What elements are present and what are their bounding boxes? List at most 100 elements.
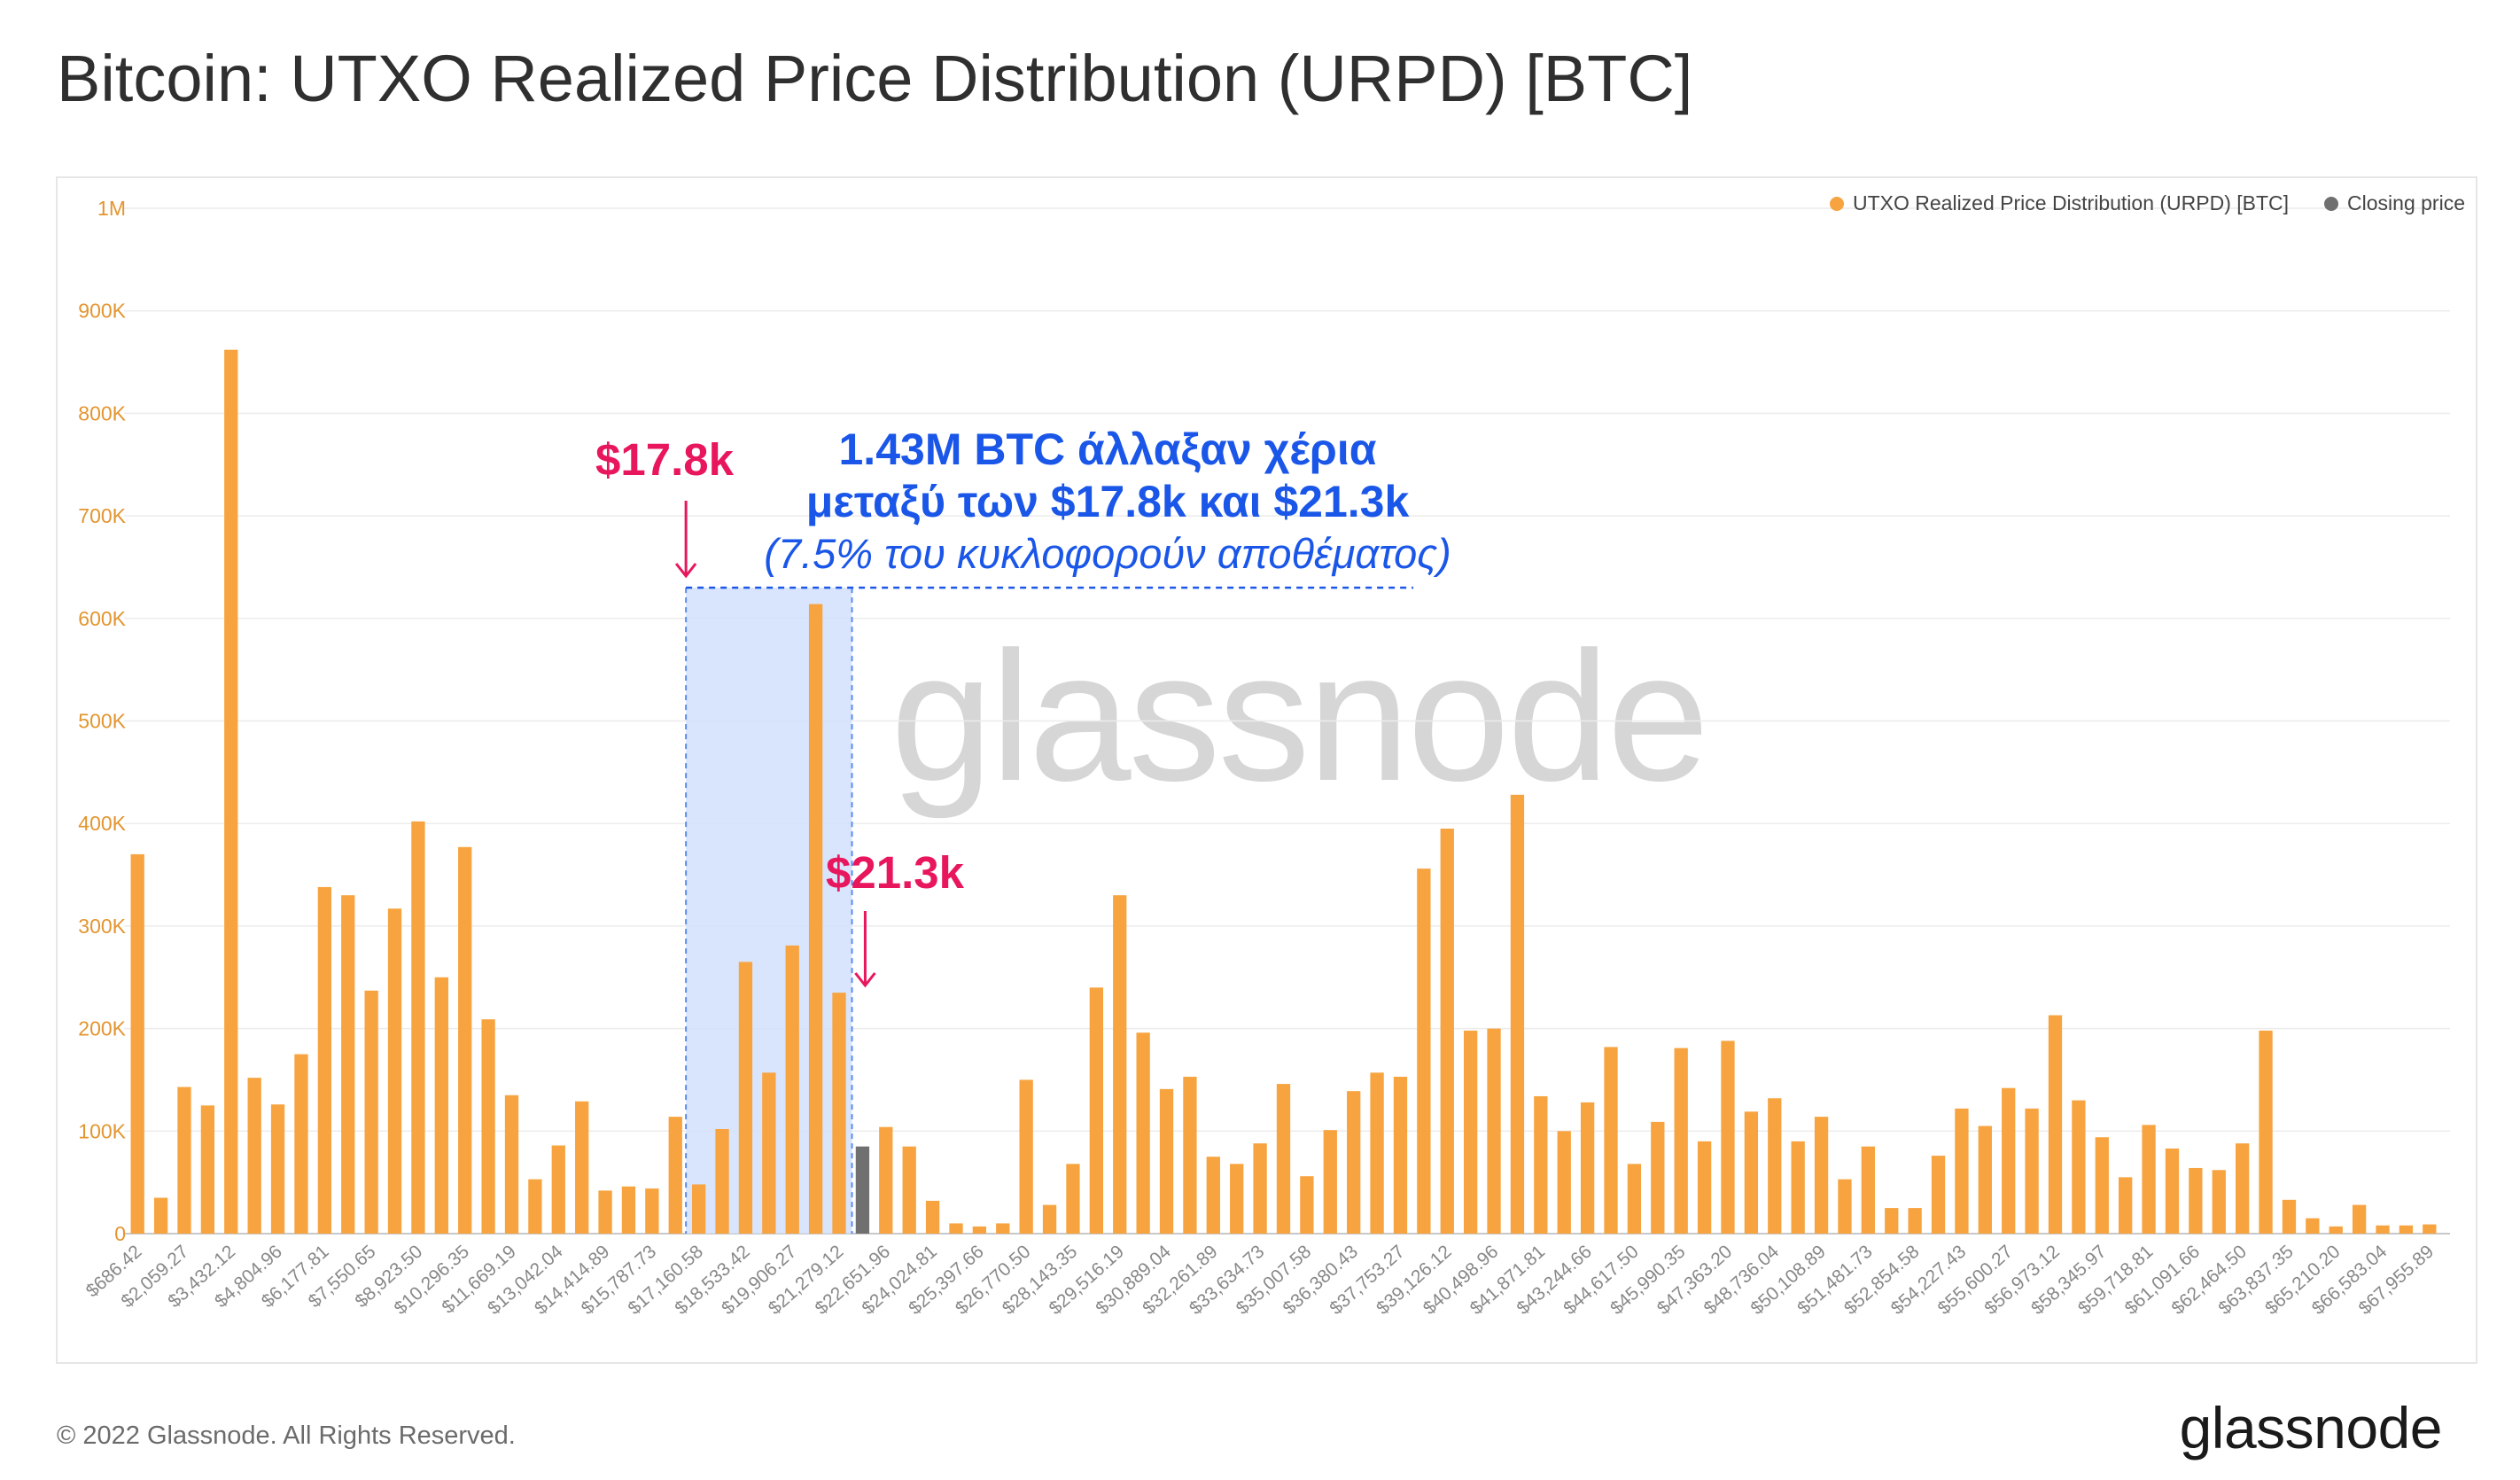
arrow-head (854, 972, 876, 988)
urpd-bar (996, 1223, 1010, 1234)
urpd-bar (153, 1197, 168, 1234)
arrow-high-price (854, 911, 876, 988)
watermark: glassnode (891, 614, 1709, 820)
annotation-line-1: 1.43M BTC άλλαξαν χέρια (838, 425, 1377, 474)
urpd-bar (1042, 1204, 1057, 1234)
urpd-bar (785, 945, 799, 1234)
urpd-bar (247, 1078, 261, 1234)
urpd-bar (715, 1128, 729, 1234)
urpd-bar (200, 1105, 215, 1234)
urpd-bar (1791, 1141, 1805, 1234)
urpd-bar (2306, 1218, 2320, 1234)
urpd-bar (1230, 1164, 1244, 1234)
urpd-bar (2376, 1225, 2390, 1234)
urpd-bar (1206, 1157, 1220, 1234)
urpd-bar (1487, 1028, 1501, 1234)
urpd-bar (1814, 1117, 1829, 1234)
legend-label-urpd: UTXO Realized Price Distribution (URPD) … (1852, 191, 2290, 214)
urpd-bar (1300, 1176, 1314, 1234)
annotation-low-price: $17.8k (595, 434, 734, 485)
urpd-bar (668, 1117, 682, 1234)
legend-dot-closing-price (2324, 196, 2339, 211)
urpd-bar (1113, 895, 1127, 1234)
urpd-bar (879, 1126, 893, 1234)
urpd-bar (1885, 1208, 1899, 1234)
urpd-bar (949, 1223, 963, 1234)
urpd-bar (294, 1054, 308, 1234)
urpd-bar (1066, 1164, 1080, 1234)
y-tick-label: 200K (78, 1017, 126, 1040)
legend-item-closing-price[interactable]: Closing price (2324, 191, 2465, 215)
urpd-bar (551, 1145, 565, 1234)
urpd-bar (1978, 1126, 1992, 1234)
urpd-bar (1557, 1131, 1571, 1234)
arrow-low-price (674, 501, 697, 579)
legend-label-closing-price: Closing price (2347, 191, 2465, 214)
urpd-bar (2002, 1087, 2016, 1234)
urpd-bar (1253, 1143, 1267, 1234)
urpd-bar (2259, 1030, 2273, 1234)
urpd-bar (621, 1186, 636, 1234)
x-axis-ticks: $686.42$2,059.27$3,432.12$4,804.96$6,177… (82, 1241, 2438, 1319)
y-tick-label: 900K (78, 300, 126, 323)
urpd-bar (1019, 1079, 1033, 1234)
urpd-bar (832, 993, 846, 1234)
urpd-bar (317, 886, 332, 1234)
y-tick-label: 600K (78, 607, 126, 630)
y-tick-label: 1M (97, 197, 126, 220)
urpd-bar (2048, 1015, 2063, 1234)
urpd-bar (1861, 1146, 1876, 1234)
legend: UTXO Realized Price Distribution (URPD) … (1829, 191, 2465, 215)
urpd-bar (902, 1146, 916, 1234)
urpd-bar (2399, 1225, 2414, 1234)
urpd-bar (270, 1104, 285, 1234)
urpd-bar (387, 908, 402, 1234)
urpd-bar (1651, 1121, 1665, 1234)
urpd-bar (1931, 1156, 1946, 1234)
urpd-bar (2212, 1170, 2226, 1234)
annotation-high-price: $21.3k (826, 847, 964, 898)
legend-dot-urpd (1829, 196, 1844, 211)
urpd-bar (1744, 1111, 1759, 1234)
y-axis-ticks: 0 100K 200K 300K 400K 500K 600K 700K 800K 900K 1M (78, 197, 126, 1245)
closing-price-bar (855, 1146, 870, 1234)
y-tick-label: 800K (78, 401, 126, 425)
urpd-bar (1604, 1047, 1618, 1234)
urpd-bar (1838, 1179, 1852, 1234)
urpd-bar (2235, 1143, 2250, 1234)
urpd-bar (598, 1190, 612, 1234)
arrow-head (674, 563, 697, 579)
urpd-bar (925, 1200, 940, 1234)
urpd-bar (224, 349, 238, 1234)
page-title: Bitcoin: UTXO Realized Price Distributio… (57, 42, 1693, 115)
urpd-bar (411, 821, 425, 1234)
urpd-bar (1580, 1102, 1595, 1234)
urpd-bar (2119, 1177, 2133, 1234)
y-tick-label: 0 (114, 1222, 126, 1245)
urpd-bar (1347, 1091, 1361, 1234)
urpd-bar (2072, 1100, 2086, 1234)
urpd-bar (808, 604, 823, 1234)
urpd-bar (1417, 869, 1431, 1234)
y-tick-label: 400K (78, 812, 126, 835)
urpd-bar (1463, 1030, 1478, 1234)
y-tick-label: 500K (78, 710, 126, 733)
glassnode-logo[interactable]: glassnode (2179, 1395, 2443, 1461)
urpd-bar (1089, 987, 1104, 1234)
urpd-bar (972, 1226, 987, 1234)
urpd-bar (177, 1087, 191, 1234)
urpd-bar (2329, 1226, 2343, 1234)
annotation-line-2: μεταξύ των $17.8k και $21.3k (805, 477, 1410, 526)
urpd-bar (1136, 1032, 1150, 1234)
urpd-bar (434, 977, 448, 1234)
urpd-bar (504, 1094, 519, 1234)
urpd-bar (762, 1072, 776, 1234)
urpd-bar (528, 1179, 542, 1234)
urpd-bar (645, 1188, 659, 1234)
legend-item-urpd[interactable]: UTXO Realized Price Distribution (URPD) … (1829, 191, 2290, 215)
urpd-bar (2352, 1204, 2367, 1234)
urpd-bar (458, 846, 472, 1234)
urpd-bar (1768, 1098, 1782, 1234)
urpd-bar (1674, 1048, 1688, 1234)
